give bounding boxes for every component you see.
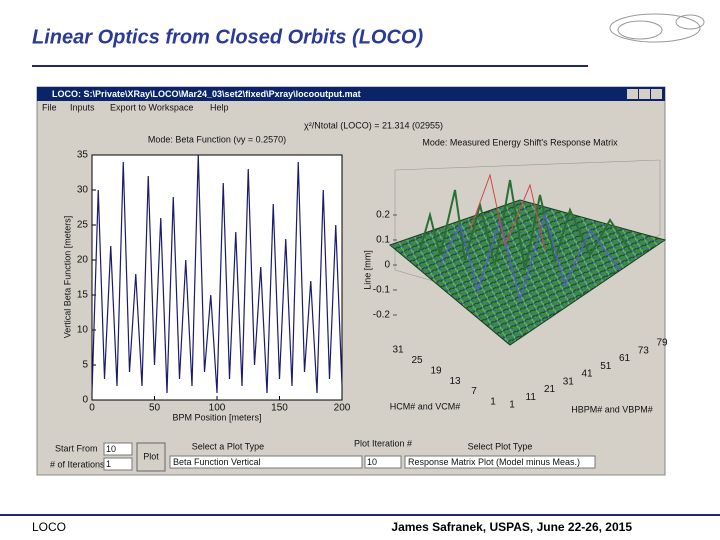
z-tick-label: -0.1	[373, 285, 391, 296]
maximize-button[interactable]	[639, 89, 650, 99]
left-plot-title: Mode: Beta Function (νy = 0.2570)	[148, 134, 286, 144]
menu-item[interactable]: Export to Workspace	[110, 102, 193, 112]
x-tick-label: 150	[271, 403, 288, 414]
title-bar	[37, 87, 665, 101]
hcm-tick-label: 1	[490, 397, 496, 408]
y-tick-label: 30	[77, 185, 89, 196]
plot-type-select[interactable]	[169, 455, 363, 469]
menu-item[interactable]: File	[42, 102, 57, 112]
start-from-label: Start From	[55, 443, 98, 453]
y-tick-label: 15	[77, 290, 89, 301]
y-tick-label: 25	[77, 220, 89, 231]
window-buttons[interactable]	[627, 89, 662, 99]
right-plot-title: Mode: Measured Energy Shift's Response M…	[422, 137, 618, 147]
z-tick-label: 0.1	[376, 235, 390, 246]
x-tick-label: 100	[209, 403, 226, 414]
bpm-tick-label: 11	[526, 392, 537, 403]
iterations-value: 1	[106, 459, 111, 469]
iteration-value: 10	[367, 457, 377, 467]
right-z-label: Line [mm]	[362, 250, 372, 290]
bpm-tick-label: 51	[600, 361, 612, 372]
bpm-tick-label: 31	[563, 376, 575, 387]
close-button[interactable]	[651, 89, 662, 99]
logo	[609, 13, 705, 43]
bpm-tick-label: 79	[656, 338, 668, 349]
minimize-button[interactable]	[627, 89, 638, 99]
y-tick-label: 10	[77, 325, 89, 336]
chi2-label: χ²/Ntotal (LOCO) = 21.314 (02955)	[304, 120, 443, 130]
menu-item[interactable]: Inputs	[70, 102, 95, 112]
bpm-tick-label: 61	[619, 353, 631, 364]
left-x-label: BPM Position [meters]	[172, 412, 261, 422]
footer-right: James Safranek, USPAS, June 22-26, 2015	[391, 520, 632, 534]
hcm-tick-label: 25	[411, 355, 423, 366]
hcm-tick-label: 31	[392, 345, 404, 356]
start-from-select[interactable]	[103, 442, 133, 456]
iteration-select[interactable]	[364, 455, 402, 469]
iterations-label: # of Iterations	[50, 459, 105, 469]
y-tick-label: 20	[77, 255, 89, 266]
footer-left: LOCO	[32, 520, 66, 534]
plot-button-label: Plot	[143, 451, 159, 461]
surface-3d	[388, 159, 667, 346]
iterations-select[interactable]	[103, 457, 133, 471]
sub-type-value: Response Matrix Plot (Model minus Meas.)	[408, 457, 580, 467]
x-tick-label: 200	[334, 403, 351, 414]
bpm-tick-label: 21	[544, 384, 556, 395]
hcm-tick-label: 7	[471, 386, 477, 397]
right-x-label: HCM# and VCM#	[390, 401, 461, 411]
bpm-tick-label: 73	[638, 345, 650, 356]
z-tick-label: -0.2	[373, 310, 391, 321]
right-y-label: HBPM# and VBPM#	[571, 404, 653, 414]
sub-type-select[interactable]	[404, 455, 596, 469]
y-tick-label: 0	[82, 395, 88, 406]
slide-title: Linear Optics from Closed Orbits (LOCO)	[32, 26, 423, 48]
iteration-label: Plot Iteration #	[354, 438, 412, 448]
plot-type-label: Select a Plot Type	[192, 441, 264, 451]
hcm-tick-label: 13	[449, 376, 461, 387]
start-from-value: 10	[106, 444, 116, 454]
y-tick-label: 35	[77, 150, 89, 161]
hcm-tick-label: 19	[430, 365, 442, 376]
z-tick-label: 0	[384, 260, 390, 271]
x-tick-label: 50	[149, 403, 161, 414]
bpm-tick-label: 1	[509, 400, 515, 411]
bpm-tick-label: 41	[581, 369, 593, 380]
window-title: LOCO: S:\Private\XRay\LOCO\Mar24_03\set2…	[52, 89, 361, 99]
control-panel: Start From 10 # of Iterations 1 Plot Sel…	[50, 438, 596, 472]
left-y-label: Vertical Beta Function [meters]	[62, 216, 72, 339]
x-tick-label: 0	[89, 403, 95, 414]
menu-bar: File Inputs Export to Workspace Help	[42, 102, 229, 112]
beta-line	[91, 154, 343, 394]
sub-type-label: Select Plot Type	[468, 441, 533, 451]
plot-type-value: Beta Function Vertical	[173, 457, 261, 467]
y-tick-label: 5	[82, 360, 88, 371]
z-tick-label: 0.2	[376, 210, 390, 221]
plot-button[interactable]	[136, 442, 166, 472]
menu-item[interactable]: Help	[210, 102, 229, 112]
